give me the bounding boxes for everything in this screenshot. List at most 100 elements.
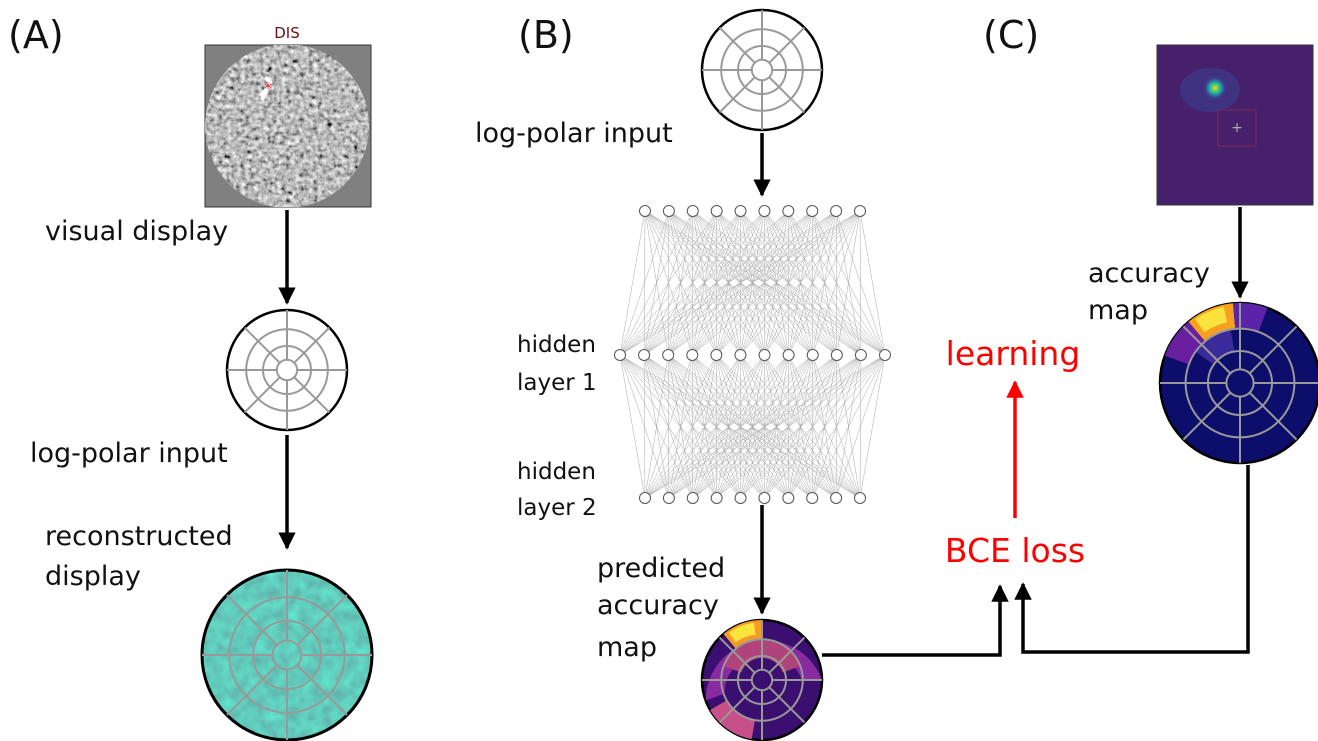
connection — [619, 210, 789, 356]
node — [830, 349, 843, 361]
label: visual display — [45, 216, 228, 247]
spoke — [226, 664, 278, 716]
spoke — [768, 76, 806, 114]
connection — [619, 210, 717, 356]
box — [1217, 109, 1257, 147]
node — [806, 349, 819, 361]
label: map — [1088, 295, 1148, 326]
heat-sector — [1195, 306, 1228, 333]
arrow — [1014, 465, 1250, 654]
label: map — [597, 632, 657, 663]
connection — [619, 210, 670, 356]
connection — [619, 210, 646, 356]
node — [806, 492, 819, 504]
connection — [835, 354, 886, 499]
connection — [644, 354, 862, 499]
target — [258, 76, 273, 101]
log-polar-grid — [700, 8, 824, 132]
label: log-polar input — [30, 438, 228, 469]
reconstructed-display — [200, 568, 374, 741]
node — [662, 492, 675, 504]
node — [710, 492, 723, 504]
connection — [812, 210, 861, 356]
connection — [619, 210, 765, 356]
cross: + — [1231, 120, 1243, 136]
node — [662, 349, 675, 361]
node — [638, 349, 651, 361]
label: hidden — [517, 332, 596, 358]
node — [806, 205, 819, 217]
spoke — [243, 326, 281, 364]
connection — [644, 354, 813, 499]
spoke — [718, 26, 756, 64]
connection — [859, 210, 862, 356]
connection — [788, 354, 886, 499]
spoke — [718, 636, 756, 674]
node — [854, 205, 866, 217]
heat-sector — [1233, 303, 1268, 333]
spoke — [768, 636, 806, 674]
node — [686, 349, 699, 361]
log-polar-grid — [225, 308, 349, 432]
connection — [859, 354, 886, 499]
label: predicted — [597, 553, 725, 584]
node — [639, 205, 651, 217]
spoke — [1182, 391, 1232, 441]
connection — [788, 210, 861, 356]
node — [734, 205, 747, 217]
connection — [643, 354, 646, 499]
connection — [740, 354, 886, 499]
connection — [644, 354, 669, 499]
connection — [668, 210, 861, 356]
noise-display — [205, 45, 369, 207]
node — [614, 349, 626, 361]
connection — [644, 354, 886, 499]
spoke — [293, 326, 331, 364]
spoke — [296, 594, 348, 646]
connection — [643, 210, 861, 356]
connection — [740, 210, 861, 356]
node — [710, 205, 723, 217]
connection — [668, 354, 886, 499]
spoke — [768, 26, 806, 64]
node — [854, 492, 866, 504]
label: accuracy — [1088, 258, 1210, 289]
connection — [716, 354, 886, 499]
spoke — [718, 686, 756, 724]
node — [854, 349, 867, 361]
node — [686, 492, 699, 504]
spoke — [1248, 325, 1298, 375]
node — [734, 492, 747, 504]
panel-label: (A) — [8, 13, 64, 57]
connection — [619, 210, 837, 356]
connection — [644, 354, 837, 499]
node — [879, 349, 891, 361]
accuracy-image — [1156, 44, 1314, 206]
panel-label: (C) — [983, 13, 1039, 57]
connection — [692, 354, 886, 499]
connection — [644, 354, 741, 499]
label: layer 2 — [517, 495, 597, 521]
loss-label: BCE loss — [945, 531, 1085, 570]
node — [662, 205, 675, 217]
spoke — [1248, 391, 1298, 441]
accuracy-map — [1158, 301, 1318, 465]
connection — [619, 210, 741, 356]
connection — [692, 210, 861, 356]
connection — [644, 354, 789, 499]
node — [686, 205, 699, 217]
predicted-map — [700, 618, 824, 741]
learning-label: learning — [946, 334, 1081, 373]
spoke — [718, 76, 756, 114]
connection — [811, 354, 886, 499]
label: reconstructed — [45, 521, 233, 552]
node — [830, 205, 843, 217]
image-title: DIS — [274, 24, 300, 42]
spoke — [296, 664, 348, 716]
heat-sector — [1164, 321, 1206, 365]
node — [758, 349, 771, 361]
label: log-polar input — [475, 118, 673, 149]
spoke — [768, 686, 806, 724]
connection — [619, 210, 861, 356]
